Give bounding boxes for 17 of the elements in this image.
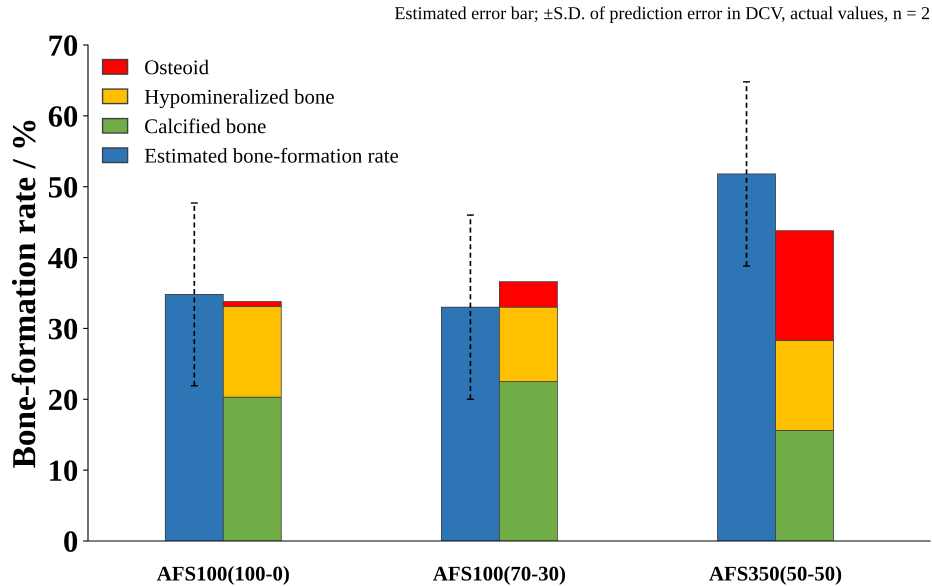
y-axis-title: Bone-formation rate / % [12, 120, 36, 468]
x-tick-label: AFS350(50-50) [709, 566, 842, 585]
x-tick-label: AFS100(70-30) [433, 566, 566, 585]
y-tick-label: 30 [48, 318, 78, 340]
y-tick-label: 40 [48, 248, 78, 268]
y-tick-label: 50 [48, 176, 78, 198]
legend-label: Calcified bone [145, 118, 266, 134]
y-tick-label: 70 [49, 35, 78, 56]
y-tick-label: 20 [49, 390, 78, 410]
y-tick-label: 0 [64, 531, 78, 552]
x-tick-label: AFS100(100-0) [156, 566, 289, 585]
legend-label: Osteoid [145, 60, 209, 74]
y-tick-label: 60 [48, 106, 78, 127]
legend-label: Estimated bone-formation rate [144, 148, 398, 163]
legend-label: Hypomineralized bone [144, 89, 334, 108]
y-tick-label: 10 [50, 460, 78, 482]
chart-title: Estimated error bar; ±S.D. of prediction error in DCV, actual values, n = 2 [394, 6, 930, 23]
